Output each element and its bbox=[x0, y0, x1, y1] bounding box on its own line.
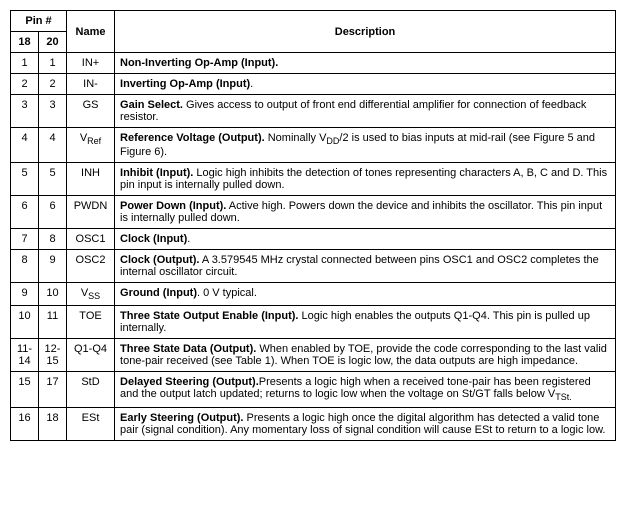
cell-name: Q1-Q4 bbox=[67, 339, 115, 372]
table-row: 1517StDDelayed Steering (Output).Present… bbox=[11, 372, 616, 407]
cell-pin18: 4 bbox=[11, 128, 39, 163]
desc-bold: Early Steering (Output). bbox=[120, 412, 243, 424]
cell-name: INH bbox=[67, 163, 115, 196]
header-pin18: 18 bbox=[11, 32, 39, 53]
cell-description: Reference Voltage (Output). Nominally VD… bbox=[115, 128, 616, 163]
cell-pin18: 10 bbox=[11, 306, 39, 339]
cell-pin20: 11 bbox=[39, 306, 67, 339]
pin-description-table: Pin # Name Description 18 20 11IN+Non-In… bbox=[10, 10, 616, 441]
cell-pin18: 1 bbox=[11, 53, 39, 74]
cell-pin20: 12-15 bbox=[39, 339, 67, 372]
cell-name: StD bbox=[67, 372, 115, 407]
cell-name: VRef bbox=[67, 128, 115, 163]
desc-text: Gives access to output of front end diff… bbox=[120, 99, 586, 123]
desc-text: Logic high inhibits the detection of ton… bbox=[120, 167, 607, 191]
cell-description: Power Down (Input). Active high. Powers … bbox=[115, 196, 616, 229]
cell-pin18: 6 bbox=[11, 196, 39, 229]
table-row: 55INHInhibit (Input). Logic high inhibit… bbox=[11, 163, 616, 196]
cell-name: IN- bbox=[67, 74, 115, 95]
table-row: 11IN+Non-Inverting Op-Amp (Input). bbox=[11, 53, 616, 74]
cell-description: Clock (Output). A 3.579545 MHz crystal c… bbox=[115, 250, 616, 283]
desc-bold: Non-Inverting Op-Amp (Input). bbox=[120, 57, 278, 69]
desc-bold: Clock (Input) bbox=[120, 233, 187, 245]
table-row: 44VRefReference Voltage (Output). Nomina… bbox=[11, 128, 616, 163]
cell-pin18: 9 bbox=[11, 283, 39, 306]
cell-name: OSC2 bbox=[67, 250, 115, 283]
cell-description: Clock (Input). bbox=[115, 229, 616, 250]
desc-bold: Three State Output Enable (Input). bbox=[120, 310, 298, 322]
cell-name: VSS bbox=[67, 283, 115, 306]
cell-name: OSC1 bbox=[67, 229, 115, 250]
table-row: 33GSGain Select. Gives access to output … bbox=[11, 95, 616, 128]
desc-bold: Clock (Output). bbox=[120, 254, 199, 266]
desc-bold: Gain Select. bbox=[120, 99, 183, 111]
desc-bold: Ground (Input) bbox=[120, 287, 197, 299]
cell-pin18: 5 bbox=[11, 163, 39, 196]
cell-pin20: 17 bbox=[39, 372, 67, 407]
cell-description: Gain Select. Gives access to output of f… bbox=[115, 95, 616, 128]
table-row: 1011TOEThree State Output Enable (Input)… bbox=[11, 306, 616, 339]
cell-description: Inverting Op-Amp (Input). bbox=[115, 74, 616, 95]
table-row: 910VSSGround (Input). 0 V typical. bbox=[11, 283, 616, 306]
cell-pin18: 16 bbox=[11, 407, 39, 440]
desc-bold: Delayed Steering (Output). bbox=[120, 376, 259, 388]
cell-description: Three State Data (Output). When enabled … bbox=[115, 339, 616, 372]
cell-pin18: 3 bbox=[11, 95, 39, 128]
table-row: 66PWDNPower Down (Input). Active high. P… bbox=[11, 196, 616, 229]
cell-name: IN+ bbox=[67, 53, 115, 74]
cell-pin20: 4 bbox=[39, 128, 67, 163]
desc-bold: Inverting Op-Amp (Input) bbox=[120, 78, 250, 90]
cell-pin20: 9 bbox=[39, 250, 67, 283]
header-name: Name bbox=[67, 11, 115, 53]
cell-pin18: 8 bbox=[11, 250, 39, 283]
cell-pin20: 10 bbox=[39, 283, 67, 306]
cell-pin18: 15 bbox=[11, 372, 39, 407]
cell-name: ESt bbox=[67, 407, 115, 440]
cell-pin18: 7 bbox=[11, 229, 39, 250]
cell-name: PWDN bbox=[67, 196, 115, 229]
cell-pin20: 1 bbox=[39, 53, 67, 74]
header-pin20: 20 bbox=[39, 32, 67, 53]
cell-description: Three State Output Enable (Input). Logic… bbox=[115, 306, 616, 339]
cell-pin20: 3 bbox=[39, 95, 67, 128]
cell-pin20: 6 bbox=[39, 196, 67, 229]
table-row: 22IN-Inverting Op-Amp (Input). bbox=[11, 74, 616, 95]
cell-description: Inhibit (Input). Logic high inhibits the… bbox=[115, 163, 616, 196]
desc-bold: Inhibit (Input). bbox=[120, 167, 193, 179]
table-row: 78OSC1Clock (Input). bbox=[11, 229, 616, 250]
table-row: 11-1412-15Q1-Q4Three State Data (Output)… bbox=[11, 339, 616, 372]
table-row: 89OSC2Clock (Output). A 3.579545 MHz cry… bbox=[11, 250, 616, 283]
cell-pin18: 11-14 bbox=[11, 339, 39, 372]
cell-name: TOE bbox=[67, 306, 115, 339]
table-row: 1618EStEarly Steering (Output). Presents… bbox=[11, 407, 616, 440]
cell-description: Ground (Input). 0 V typical. bbox=[115, 283, 616, 306]
desc-text: . bbox=[187, 233, 190, 245]
cell-description: Delayed Steering (Output).Presents a log… bbox=[115, 372, 616, 407]
desc-bold: Power Down (Input). bbox=[120, 200, 226, 212]
cell-description: Non-Inverting Op-Amp (Input). bbox=[115, 53, 616, 74]
desc-text: . bbox=[250, 78, 253, 90]
cell-name: GS bbox=[67, 95, 115, 128]
header-description: Description bbox=[115, 11, 616, 53]
desc-bold: Three State Data (Output). bbox=[120, 343, 256, 355]
cell-pin20: 2 bbox=[39, 74, 67, 95]
desc-text: . 0 V typical. bbox=[197, 287, 257, 299]
header-pin-group: Pin # bbox=[11, 11, 67, 32]
cell-pin20: 5 bbox=[39, 163, 67, 196]
desc-bold: Reference Voltage (Output). bbox=[120, 132, 265, 144]
cell-pin18: 2 bbox=[11, 74, 39, 95]
cell-pin20: 8 bbox=[39, 229, 67, 250]
cell-pin20: 18 bbox=[39, 407, 67, 440]
cell-description: Early Steering (Output). Presents a logi… bbox=[115, 407, 616, 440]
